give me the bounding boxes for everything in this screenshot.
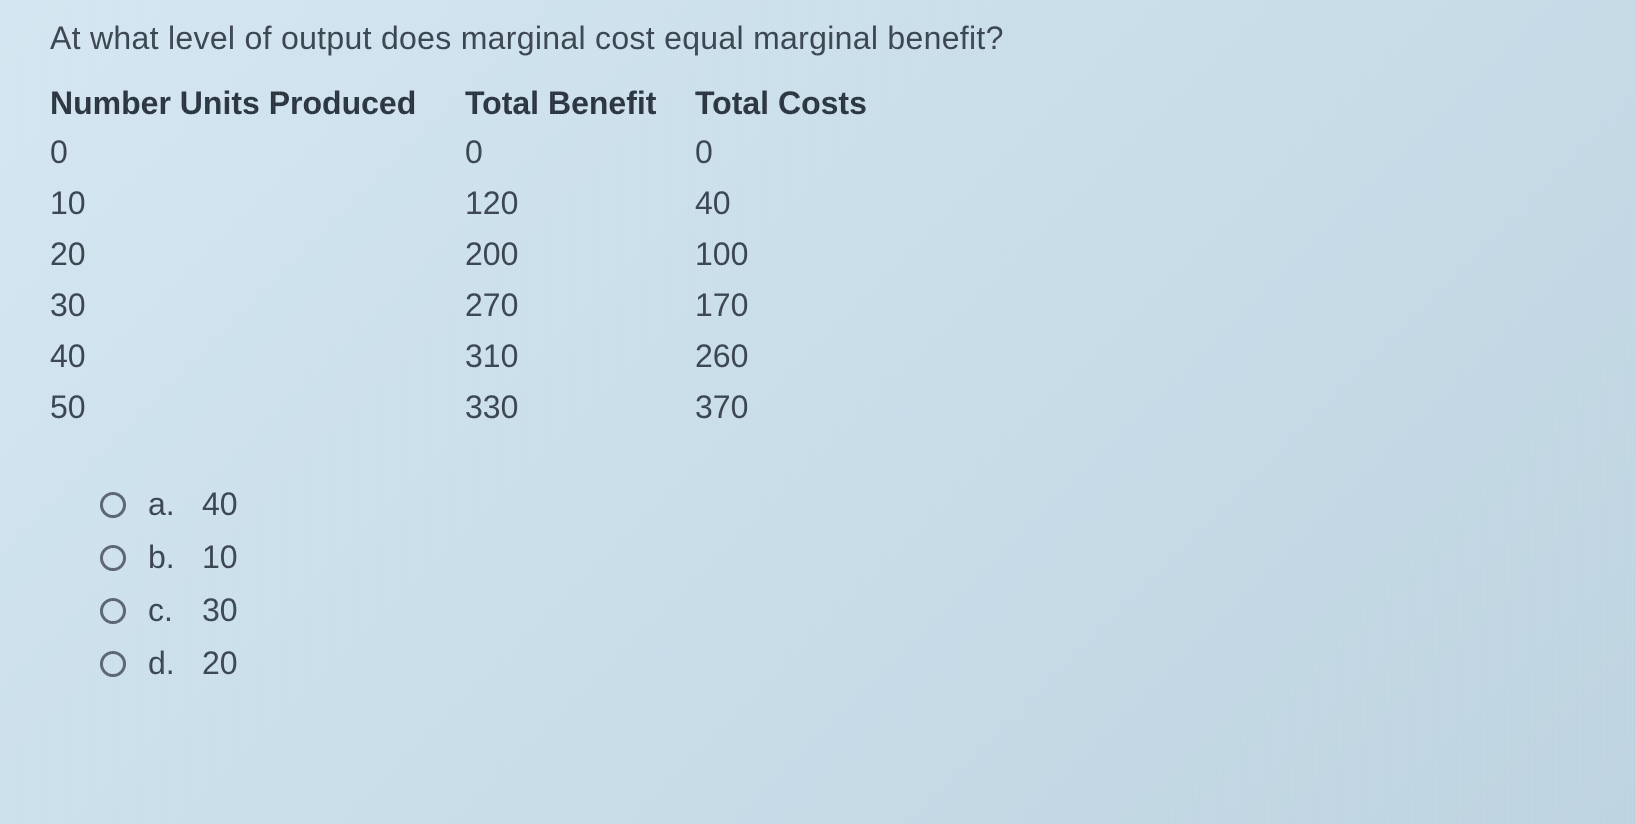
table-row: 0 0 0: [50, 134, 1585, 171]
table-row: 50 330 370: [50, 389, 1585, 426]
cell-benefit: 270: [465, 287, 695, 324]
table-row: 20 200 100: [50, 236, 1585, 273]
data-table: Number Units Produced Total Benefit Tota…: [50, 85, 1585, 426]
radio-icon[interactable]: [100, 545, 126, 571]
option-letter: d.: [148, 645, 202, 682]
option-value: 30: [202, 592, 238, 629]
cell-costs: 0: [695, 134, 925, 171]
cell-costs: 170: [695, 287, 925, 324]
option-value: 10: [202, 539, 238, 576]
answer-options: a. 40 b. 10 c. 30 d. 20: [100, 486, 1585, 682]
table-row: 40 310 260: [50, 338, 1585, 375]
radio-icon[interactable]: [100, 598, 126, 624]
cell-units: 0: [50, 134, 465, 171]
table-header-row: Number Units Produced Total Benefit Tota…: [50, 85, 1585, 122]
cell-units: 20: [50, 236, 465, 273]
cell-costs: 260: [695, 338, 925, 375]
radio-icon[interactable]: [100, 651, 126, 677]
option-letter: b.: [148, 539, 202, 576]
cell-costs: 40: [695, 185, 925, 222]
cell-benefit: 330: [465, 389, 695, 426]
cell-benefit: 310: [465, 338, 695, 375]
option-c[interactable]: c. 30: [100, 592, 1585, 629]
cell-units: 30: [50, 287, 465, 324]
cell-units: 50: [50, 389, 465, 426]
table-row: 30 270 170: [50, 287, 1585, 324]
cell-units: 40: [50, 338, 465, 375]
cell-benefit: 200: [465, 236, 695, 273]
option-letter: c.: [148, 592, 202, 629]
cell-units: 10: [50, 185, 465, 222]
header-costs: Total Costs: [695, 85, 925, 122]
cell-costs: 100: [695, 236, 925, 273]
radio-icon[interactable]: [100, 492, 126, 518]
header-benefit: Total Benefit: [465, 85, 695, 122]
option-d[interactable]: d. 20: [100, 645, 1585, 682]
table-row: 10 120 40: [50, 185, 1585, 222]
option-letter: a.: [148, 486, 202, 523]
question-text: At what level of output does marginal co…: [50, 20, 1585, 57]
option-a[interactable]: a. 40: [100, 486, 1585, 523]
option-value: 40: [202, 486, 238, 523]
header-units: Number Units Produced: [50, 85, 465, 122]
option-b[interactable]: b. 10: [100, 539, 1585, 576]
cell-benefit: 120: [465, 185, 695, 222]
cell-costs: 370: [695, 389, 925, 426]
option-value: 20: [202, 645, 238, 682]
cell-benefit: 0: [465, 134, 695, 171]
